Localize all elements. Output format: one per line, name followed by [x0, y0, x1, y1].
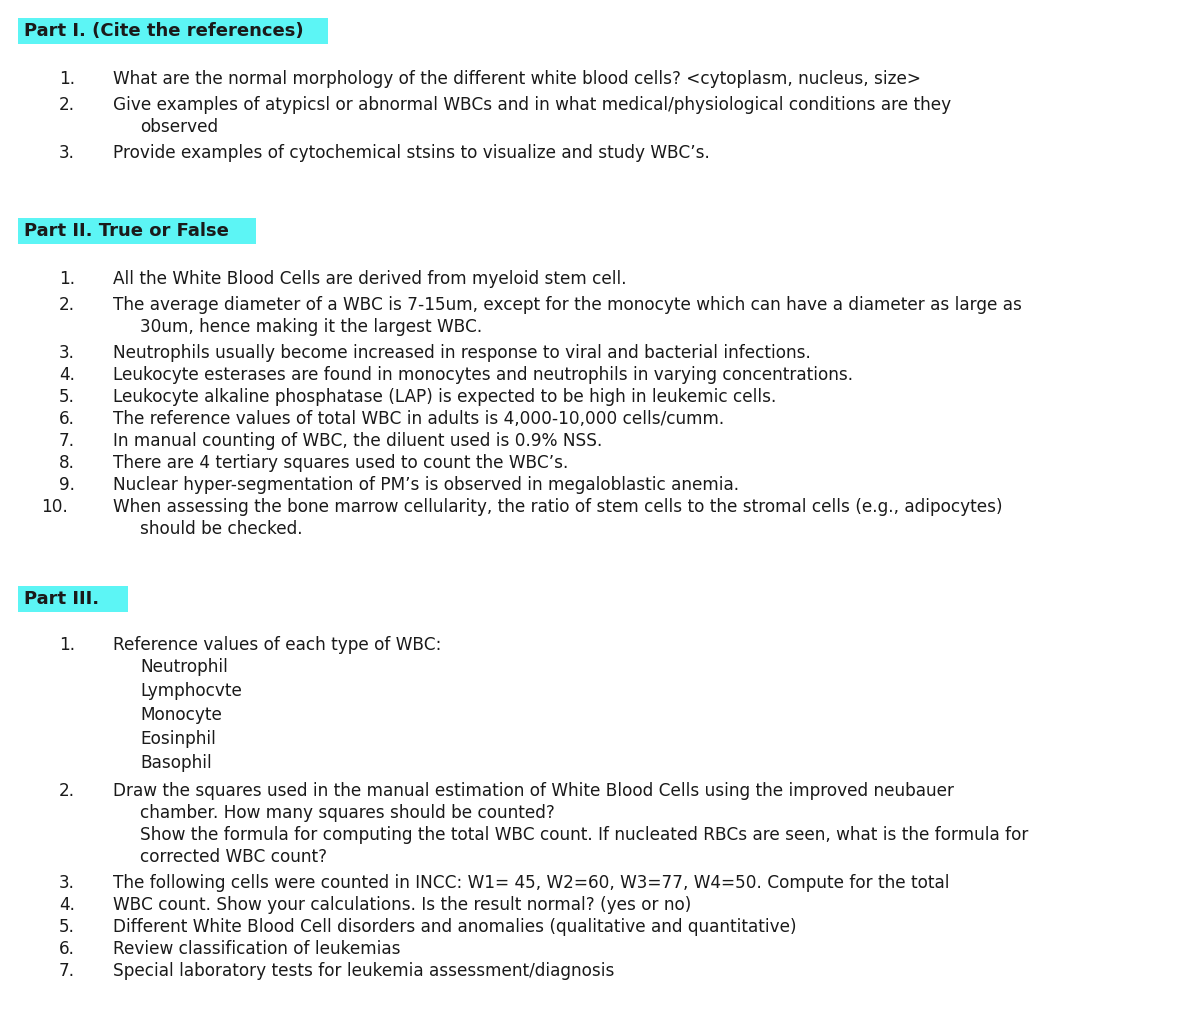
Text: 9.: 9. — [59, 476, 74, 494]
Text: Draw the squares used in the manual estimation of White Blood Cells using the im: Draw the squares used in the manual esti… — [113, 782, 954, 800]
Text: Neutrophils usually become increased in response to viral and bacterial infectio: Neutrophils usually become increased in … — [113, 344, 811, 362]
Text: Lymphocvte: Lymphocvte — [140, 682, 242, 700]
Text: The following cells were counted in INCC: W1= 45, W2=60, W3=77, W4=50. Compute f: The following cells were counted in INCC… — [113, 874, 949, 892]
Text: 2.: 2. — [59, 96, 74, 114]
Text: 8.: 8. — [59, 454, 74, 472]
Text: WBC count. Show your calculations. Is the result normal? (yes or no): WBC count. Show your calculations. Is th… — [113, 896, 691, 914]
Text: Neutrophil: Neutrophil — [140, 658, 228, 676]
Bar — [18, 218, 256, 244]
Text: 3.: 3. — [59, 144, 74, 162]
Text: Monocyte: Monocyte — [140, 706, 222, 724]
Text: What are the normal morphology of the different white blood cells? <cytoplasm, n: What are the normal morphology of the di… — [113, 70, 922, 88]
Text: Different White Blood Cell disorders and anomalies (qualitative and quantitative: Different White Blood Cell disorders and… — [113, 918, 797, 936]
Text: Show the formula for computing the total WBC count. If nucleated RBCs are seen, : Show the formula for computing the total… — [140, 826, 1028, 844]
Text: All the White Blood Cells are derived from myeloid stem cell.: All the White Blood Cells are derived fr… — [113, 270, 626, 288]
Text: Review classification of leukemias: Review classification of leukemias — [113, 940, 401, 958]
Text: Part II. True or False: Part II. True or False — [24, 222, 229, 240]
Text: When assessing the bone marrow cellularity, the ratio of stem cells to the strom: When assessing the bone marrow cellulari… — [113, 498, 1002, 516]
Text: Part III.: Part III. — [24, 590, 100, 607]
Text: The average diameter of a WBC is 7-15um, except for the monocyte which can have : The average diameter of a WBC is 7-15um,… — [113, 296, 1022, 314]
Text: 1.: 1. — [59, 636, 74, 654]
Text: 2.: 2. — [59, 782, 74, 800]
Text: Give examples of atypicsl or abnormal WBCs and in what medical/physiological con: Give examples of atypicsl or abnormal WB… — [113, 96, 952, 114]
Text: 6.: 6. — [59, 410, 74, 428]
Text: 2.: 2. — [59, 296, 74, 314]
Text: Provide examples of cytochemical stsins to visualize and study WBC’s.: Provide examples of cytochemical stsins … — [113, 144, 710, 162]
Text: Leukocyte esterases are found in monocytes and neutrophils in varying concentrat: Leukocyte esterases are found in monocyt… — [113, 366, 853, 384]
Text: Reference values of each type of WBC:: Reference values of each type of WBC: — [113, 636, 442, 654]
Text: 6.: 6. — [59, 940, 74, 958]
Text: Leukocyte alkaline phosphatase (LAP) is expected to be high in leukemic cells.: Leukocyte alkaline phosphatase (LAP) is … — [113, 388, 776, 406]
Text: 4.: 4. — [59, 896, 74, 914]
Text: should be checked.: should be checked. — [140, 520, 302, 538]
Text: Nuclear hyper-segmentation of PM’s is observed in megaloblastic anemia.: Nuclear hyper-segmentation of PM’s is ob… — [113, 476, 739, 494]
Text: 10.: 10. — [41, 498, 68, 516]
Text: 5.: 5. — [59, 918, 74, 936]
Text: corrected WBC count?: corrected WBC count? — [140, 848, 326, 866]
Text: 1.: 1. — [59, 70, 74, 88]
Bar — [18, 18, 328, 44]
Bar — [18, 586, 128, 612]
Text: 3.: 3. — [59, 344, 74, 362]
Text: In manual counting of WBC, the diluent used is 0.9% NSS.: In manual counting of WBC, the diluent u… — [113, 432, 602, 450]
Text: Basophil: Basophil — [140, 753, 211, 772]
Text: 4.: 4. — [59, 366, 74, 384]
Text: 7.: 7. — [59, 432, 74, 450]
Text: There are 4 tertiary squares used to count the WBC’s.: There are 4 tertiary squares used to cou… — [113, 454, 569, 472]
Text: 5.: 5. — [59, 388, 74, 406]
Text: 7.: 7. — [59, 962, 74, 980]
Text: The reference values of total WBC in adults is 4,000-10,000 cells/cumm.: The reference values of total WBC in adu… — [113, 410, 725, 428]
Text: Eosinphil: Eosinphil — [140, 730, 216, 748]
Text: Special laboratory tests for leukemia assessment/diagnosis: Special laboratory tests for leukemia as… — [113, 962, 614, 980]
Text: 3.: 3. — [59, 874, 74, 892]
Text: chamber. How many squares should be counted?: chamber. How many squares should be coun… — [140, 804, 554, 822]
Text: observed: observed — [140, 118, 218, 136]
Text: Part I. (Cite the references): Part I. (Cite the references) — [24, 22, 304, 40]
Text: 1.: 1. — [59, 270, 74, 288]
Text: 30um, hence making it the largest WBC.: 30um, hence making it the largest WBC. — [140, 318, 482, 336]
